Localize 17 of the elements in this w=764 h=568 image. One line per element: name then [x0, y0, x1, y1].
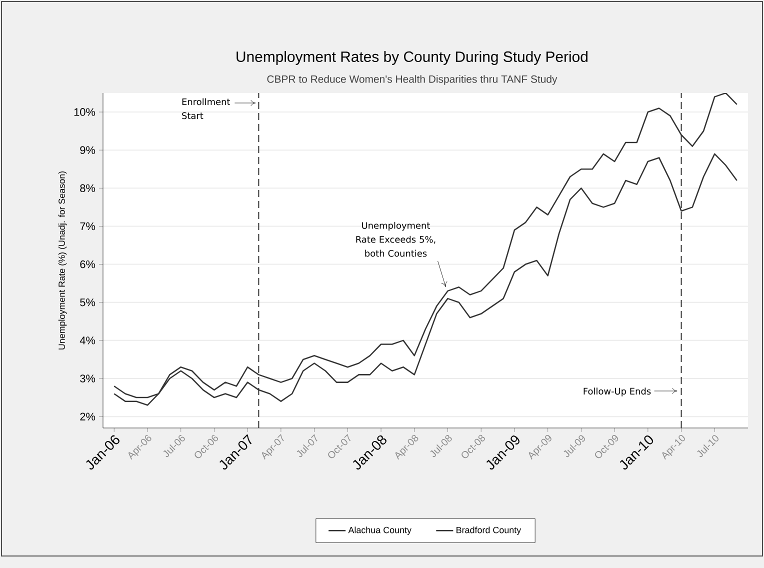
y-tick-label: 6%: [80, 260, 96, 268]
legend-label: Alachua County: [348, 526, 412, 535]
y-tick-label: 3%: [80, 374, 96, 382]
annotation: Unemployment Rate Exceeds 5%, both Counties: [356, 222, 436, 257]
y-tick-label: 5%: [80, 298, 96, 306]
legend-label: Bradford County: [456, 526, 522, 535]
chart-subtitle: CBPR to Reduce Women's Health Disparities thru TANF Study: [267, 75, 558, 85]
chart-title: Unemployment Rates by County During Study Period: [236, 51, 588, 65]
y-tick-label: 2%: [80, 412, 96, 420]
y-tick-label: 10%: [74, 108, 96, 116]
ref-line-label: Follow-Up Ends: [584, 388, 651, 396]
y-tick-label: 7%: [80, 222, 96, 230]
y-tick-label: 8%: [80, 184, 96, 192]
y-tick-label: 9%: [80, 146, 96, 154]
y-tick-label: 4%: [80, 336, 96, 344]
ref-line-label: Enrollment Start: [182, 98, 230, 120]
y-axis-title: Unemployment Rate (%) (Unadj. for Season): [58, 171, 67, 350]
